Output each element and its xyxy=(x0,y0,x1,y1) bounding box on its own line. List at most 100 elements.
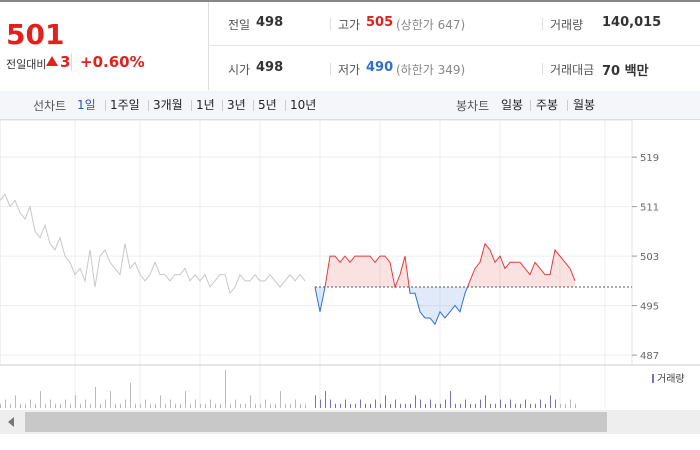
period-tab[interactable]: 5년 xyxy=(258,98,277,112)
volume-bar xyxy=(210,399,211,408)
volume-bar xyxy=(40,391,41,408)
divider xyxy=(222,100,223,111)
volume-bar xyxy=(520,403,521,408)
volume-bar xyxy=(495,403,496,408)
volume-legend: 거래량 xyxy=(657,373,685,385)
volume-legend-mark xyxy=(652,374,654,383)
stat-value: 70 백만 xyxy=(602,64,649,79)
y-tick-label: 511 xyxy=(640,203,659,214)
volume-bar xyxy=(175,403,176,408)
volume-bar xyxy=(110,391,111,408)
divider xyxy=(285,100,286,111)
price-line xyxy=(0,193,306,295)
up-area xyxy=(315,243,575,288)
scroll-left[interactable] xyxy=(6,416,16,428)
volume-bar xyxy=(505,403,506,408)
period-tab[interactable]: 10년 xyxy=(290,98,317,112)
volume-bar xyxy=(185,391,186,408)
volume-bar xyxy=(420,399,421,408)
volume-bar xyxy=(510,399,511,408)
stat-limit: (하한가 349) xyxy=(396,63,466,77)
volume-bar xyxy=(135,403,136,408)
down-area xyxy=(315,287,468,325)
divider xyxy=(148,100,149,111)
volume-bar xyxy=(70,403,71,408)
volume-bar xyxy=(540,399,541,408)
volume-bar xyxy=(25,403,26,408)
period-tab[interactable]: 3년 xyxy=(227,98,246,112)
period-tab[interactable]: 1일 xyxy=(77,98,96,112)
stat-limit: (상한가 647) xyxy=(396,18,466,32)
volume-bar xyxy=(205,403,206,408)
volume-bar xyxy=(35,403,36,408)
volume-bar xyxy=(570,399,571,408)
volume-bar xyxy=(245,403,246,408)
volume-bar xyxy=(50,399,51,408)
volume-bar xyxy=(490,403,491,408)
divider xyxy=(330,18,331,30)
period-tab[interactable]: 3개월 xyxy=(153,98,183,112)
y-tick-label: 487 xyxy=(640,351,659,362)
volume-bar xyxy=(285,403,286,408)
volume-bar xyxy=(440,403,441,408)
volume-bar xyxy=(150,403,151,408)
divider xyxy=(330,63,331,75)
volume-bar xyxy=(190,403,191,408)
y-tick-label: 495 xyxy=(640,302,659,313)
candle-tab[interactable]: 월봉 xyxy=(573,98,596,112)
divider xyxy=(567,100,568,111)
volume-bar xyxy=(355,403,356,408)
volume-bar xyxy=(140,403,141,408)
period-tab[interactable]: 1년 xyxy=(196,98,215,112)
volume-bar xyxy=(315,395,316,408)
volume-bar xyxy=(465,399,466,408)
divider xyxy=(208,2,209,90)
volume-bar xyxy=(165,403,166,408)
volume-bar xyxy=(480,399,481,408)
volume-bar xyxy=(180,403,181,408)
volume-bar xyxy=(385,395,386,408)
line-chart-label: 선차트 xyxy=(33,99,67,113)
volume-bar xyxy=(305,403,306,408)
scroll-thumb[interactable] xyxy=(25,412,607,432)
volume-bar xyxy=(380,403,381,408)
volume-bar xyxy=(455,403,456,408)
volume-bar xyxy=(415,395,416,408)
volume-bar xyxy=(260,403,261,408)
volume-bar xyxy=(105,399,106,408)
volume-bar xyxy=(365,403,366,408)
volume-bar xyxy=(550,395,551,408)
volume-bar xyxy=(45,403,46,408)
divider xyxy=(530,100,531,111)
volume-bar xyxy=(95,386,96,408)
volume-bar xyxy=(10,403,11,408)
volume-bar xyxy=(255,403,256,408)
divider xyxy=(542,18,543,30)
divider xyxy=(191,100,192,111)
volume-bar xyxy=(395,399,396,408)
volume-bar xyxy=(450,391,451,408)
volume-bar xyxy=(430,399,431,408)
volume-bar xyxy=(445,399,446,408)
volume-bar xyxy=(215,403,216,408)
stat-label: 시가 xyxy=(228,63,251,77)
period-tab[interactable]: 1주일 xyxy=(110,98,140,112)
candle-tab[interactable]: 주봉 xyxy=(536,98,559,112)
volume-bar xyxy=(30,399,31,408)
stat-value: 490 xyxy=(366,60,394,75)
volume-bar xyxy=(130,382,131,408)
volume-bar xyxy=(295,399,296,408)
volume-bar xyxy=(460,403,461,408)
price: 501 xyxy=(6,18,65,51)
stat-label: 고가 xyxy=(338,18,361,32)
volume-bar xyxy=(375,399,376,408)
down-line xyxy=(314,287,469,326)
candle-tab[interactable]: 일봉 xyxy=(501,98,524,112)
change-label: 전일대비 xyxy=(6,58,47,71)
volume-bar xyxy=(155,403,156,408)
stat-label: 거래대금 xyxy=(550,63,595,77)
volume-bar xyxy=(320,399,321,408)
volume-bar xyxy=(270,403,271,408)
volume-bar xyxy=(330,399,331,408)
volume-bar xyxy=(360,399,361,408)
